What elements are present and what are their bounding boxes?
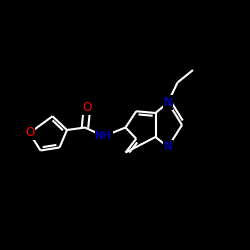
Text: O: O — [25, 126, 34, 140]
Text: O: O — [82, 101, 92, 114]
Text: N: N — [164, 96, 172, 109]
Text: NH: NH — [96, 131, 112, 141]
Text: N: N — [164, 140, 172, 153]
